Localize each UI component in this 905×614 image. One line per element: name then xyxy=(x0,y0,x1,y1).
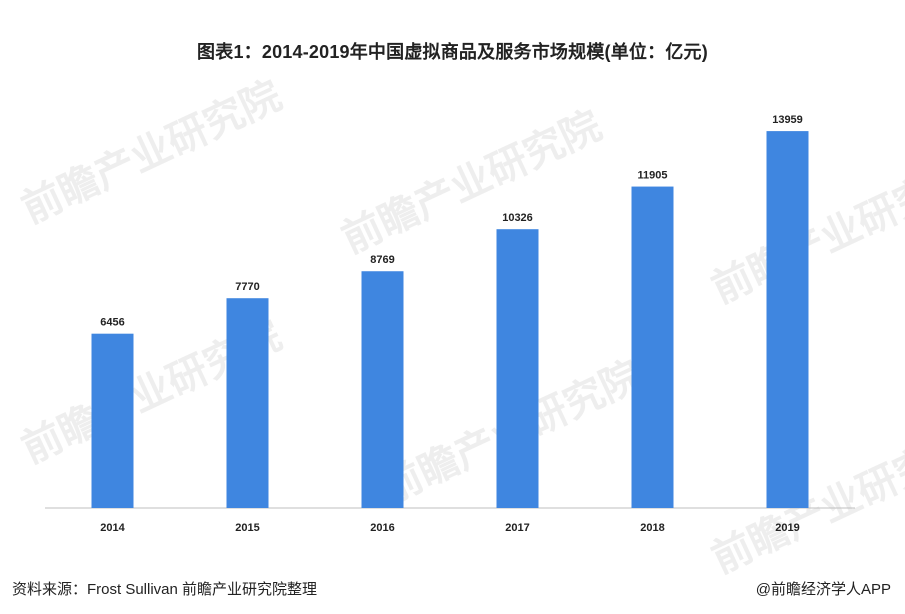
bar-2014 xyxy=(91,333,134,508)
bar-2016 xyxy=(361,271,404,508)
data-label-2018: 11905 xyxy=(638,170,668,182)
source-note: 资料来源：Frost Sullivan 前瞻产业研究院整理 xyxy=(12,581,318,598)
x-tick-label-2015: 2015 xyxy=(235,522,259,534)
bar-2018 xyxy=(631,186,674,508)
x-tick-label-2017: 2017 xyxy=(505,522,529,534)
brand-label: @前瞻经济学人APP xyxy=(755,581,891,598)
x-tick-label-2016: 2016 xyxy=(370,522,394,534)
bar-2017 xyxy=(496,229,539,508)
x-tick-label-2014: 2014 xyxy=(100,522,125,534)
data-label-2016: 8769 xyxy=(370,254,394,266)
data-label-2014: 6456 xyxy=(100,317,124,329)
bar-2019 xyxy=(766,131,809,508)
x-tick-label-2019: 2019 xyxy=(775,522,799,534)
chart-title: 图表1：2014-2019年中国虚拟商品及服务市场规模(单位：亿元) xyxy=(197,42,708,62)
bar-2015 xyxy=(226,298,269,508)
data-label-2017: 10326 xyxy=(502,212,533,224)
data-label-2015: 7770 xyxy=(235,281,259,293)
data-label-2019: 13959 xyxy=(772,114,803,126)
x-tick-label-2018: 2018 xyxy=(640,522,664,534)
